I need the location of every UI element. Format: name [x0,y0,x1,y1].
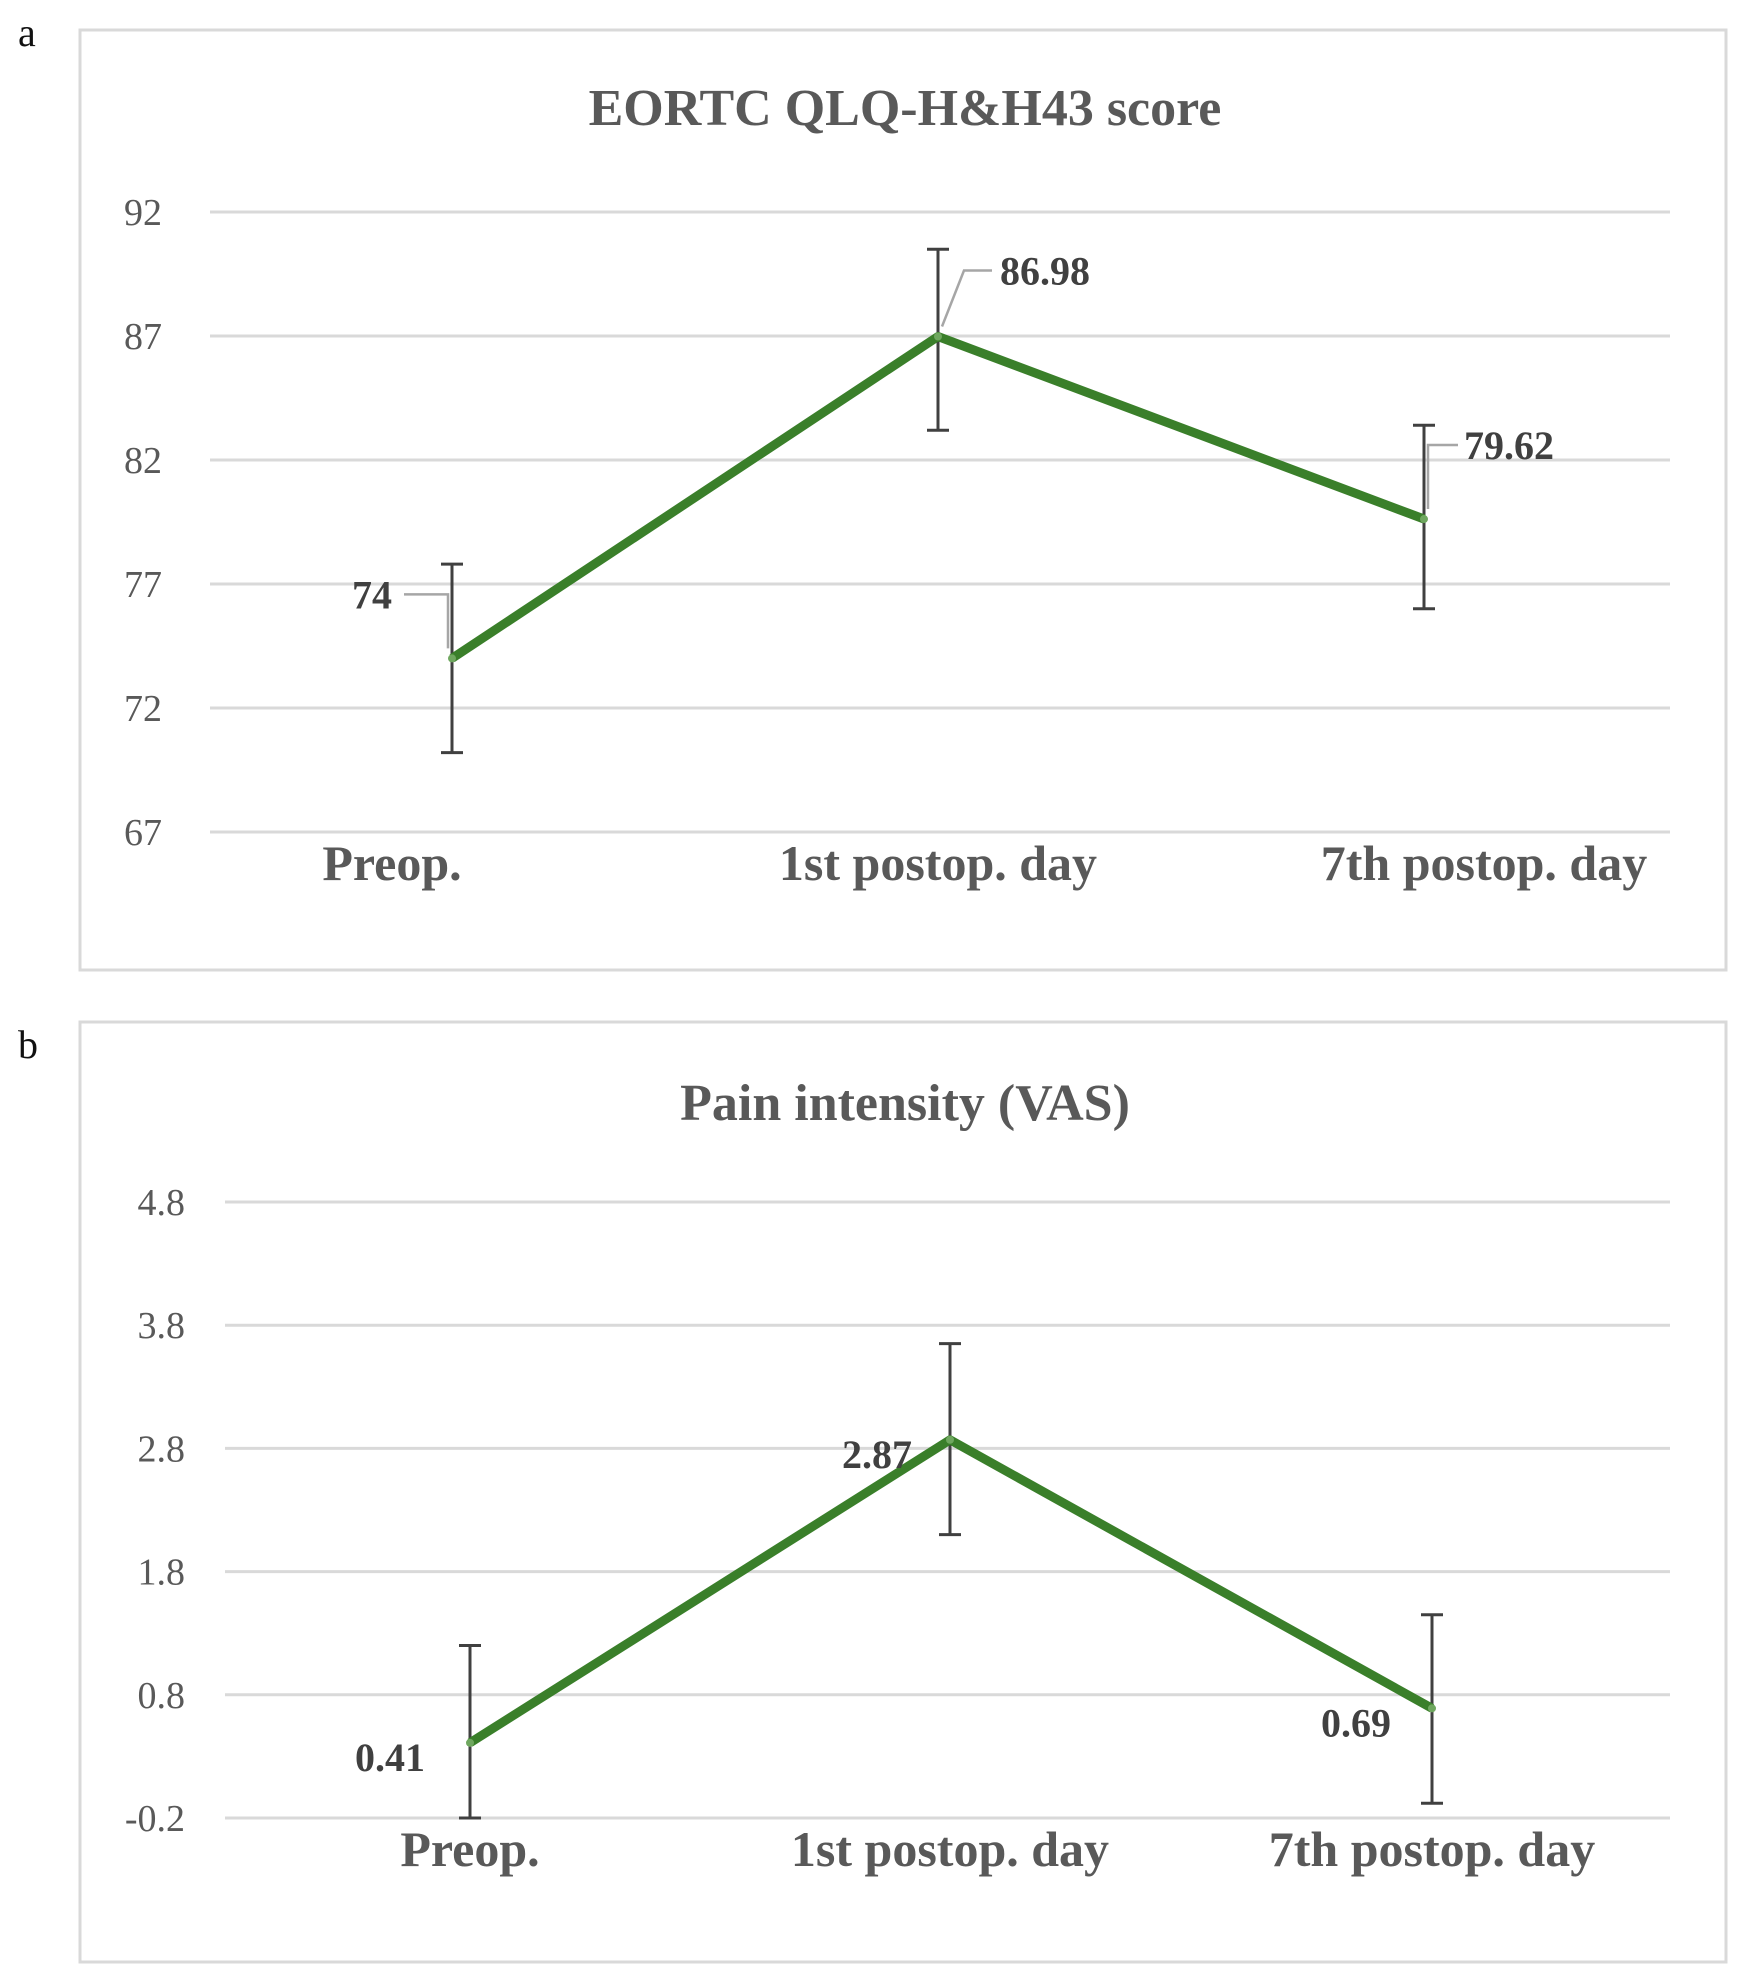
data-label: 0.69 [1321,1700,1391,1745]
chart-frame-a [78,28,1728,972]
data-point [448,654,456,663]
label-leader-line [1426,443,1458,510]
y-tick-label: 92 [124,192,162,234]
y-tick-label: 77 [124,564,162,606]
data-point [1428,1704,1436,1713]
error-bar [459,1644,481,1820]
x-tick-label: Preop. [400,1821,539,1877]
y-tick-label: 3.8 [138,1305,186,1347]
y-tick-label: 1.8 [138,1552,186,1594]
y-tick-label: 2.8 [138,1428,186,1470]
y-tick-label: 4.8 [138,1182,186,1224]
y-tick-label: 0.8 [138,1675,186,1717]
data-point [466,1738,474,1747]
x-tick-label: 1st postop. day [791,1821,1109,1877]
panel-b: b Pain intensity (VAS) -0.2 0.8 1.8 2.8 3.8 4… [18,1020,1728,1964]
data-label: 2.87 [842,1432,912,1477]
data-label: 86.98 [1000,248,1090,293]
y-tick-label: 82 [124,440,162,482]
y-tick-label: 72 [124,688,162,730]
data-point [1420,515,1428,524]
chart-title-b: Pain intensity (VAS) [680,1075,1130,1132]
x-tick-label: 1st postop. day [779,835,1097,891]
label-leader-line [940,269,992,327]
data-point [946,1435,954,1444]
chart-frame-b [78,1020,1728,1964]
x-tick-label: 7th postop. day [1321,835,1648,891]
x-tick-label: Preop. [322,835,461,891]
data-label: 0.41 [355,1735,425,1780]
panel-label-b: b [18,1022,38,1067]
y-tick-label: 67 [124,812,162,854]
data-label: 74 [352,572,392,617]
panel-a: a EORTC QLQ-H&H43 score 67 72 77 82 87 92 Preo… [18,10,1728,972]
y-tick-label: -0.2 [125,1798,185,1840]
data-label: 79.62 [1464,423,1554,468]
data-point [934,332,942,341]
panel-label-a: a [18,10,36,55]
chart-title-a: EORTC QLQ-H&H43 score [589,80,1222,137]
y-tick-label: 87 [124,316,162,358]
label-leader-line [404,593,450,649]
x-tick-label: 7th postop. day [1269,1821,1596,1877]
